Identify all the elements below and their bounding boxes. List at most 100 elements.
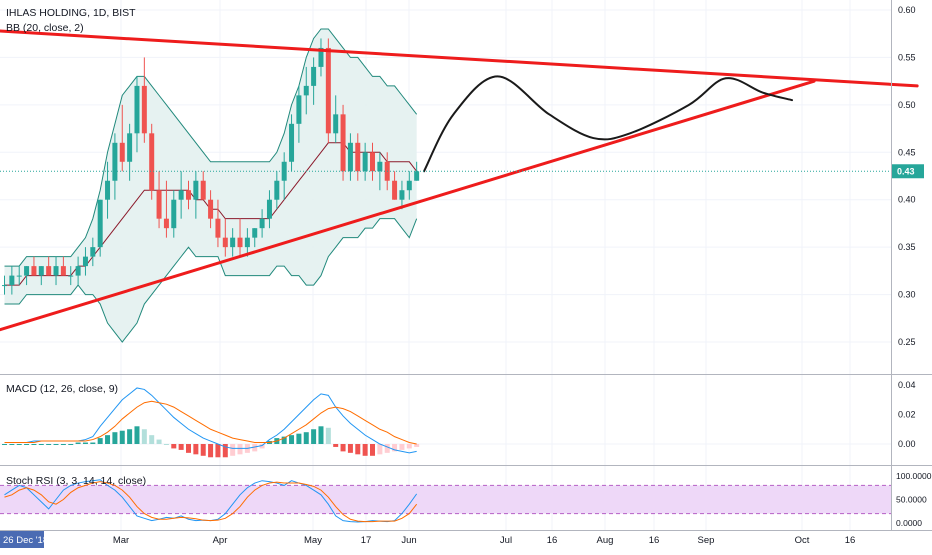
candle-body xyxy=(127,133,133,162)
macd-histogram-bar xyxy=(16,444,22,445)
candle-body xyxy=(318,47,324,67)
candle-body xyxy=(274,180,280,200)
candle-body xyxy=(414,171,420,181)
macd-histogram-bar xyxy=(222,444,228,458)
price-tick-label: 0.60 xyxy=(898,5,916,15)
macd-tick-label: 0.04 xyxy=(898,380,916,390)
macd-histogram-bar xyxy=(362,444,368,456)
candle-body xyxy=(119,142,125,162)
time-tick-label: Jul xyxy=(500,535,512,546)
macd-histogram-bar xyxy=(399,444,405,450)
candle-body xyxy=(97,199,103,248)
time-tick-label: Mar xyxy=(113,535,129,546)
macd-histogram-bar xyxy=(60,444,66,445)
candle-body xyxy=(370,152,375,172)
macd-pane xyxy=(0,387,891,458)
symbol-legend[interactable]: IHLAS HOLDING, 1D, BIST xyxy=(6,7,136,19)
macd-histogram-bar xyxy=(90,442,96,444)
macd-histogram-bar xyxy=(333,444,339,447)
candle-body xyxy=(38,266,44,276)
macd-histogram-bar xyxy=(370,444,375,456)
macd-histogram-bar xyxy=(230,444,236,456)
stoch-legend[interactable]: Stoch RSI (3, 3, 14, 14, close) xyxy=(6,475,146,487)
macd-histogram-bar xyxy=(259,444,265,449)
candle-body xyxy=(141,85,147,134)
macd-histogram-bar xyxy=(303,432,309,444)
projection-drawing[interactable] xyxy=(423,75,794,173)
candle-body xyxy=(178,190,184,200)
time-tick-label: Jun xyxy=(401,535,416,546)
candle-body xyxy=(16,275,22,277)
macd-histogram-bar xyxy=(105,435,111,444)
candle-body xyxy=(355,142,361,172)
time-tick-label: May xyxy=(304,535,322,546)
time-tick-label: 16 xyxy=(845,535,856,546)
candlestick-series xyxy=(2,38,420,295)
candle-body xyxy=(296,95,302,124)
macd-histogram-bar xyxy=(75,442,81,444)
macd-legend[interactable]: MACD (12, 26, close, 9) xyxy=(6,383,118,395)
candle-body xyxy=(237,237,243,248)
candle-body xyxy=(289,123,295,162)
candle-body xyxy=(311,66,317,86)
candle-body xyxy=(281,161,287,181)
macd-histogram-bar xyxy=(355,444,361,455)
candle-body xyxy=(333,114,339,134)
stoch-tick-label: 100.0000 xyxy=(896,471,932,481)
bb-fill xyxy=(4,28,417,342)
price-tick-label: 0.45 xyxy=(898,147,916,157)
trendline-drawings[interactable] xyxy=(0,29,919,332)
candle-body xyxy=(266,199,272,219)
candle-body xyxy=(156,190,162,219)
candle-body xyxy=(406,180,412,191)
candle-body xyxy=(186,190,191,200)
price-tick-label: 0.40 xyxy=(898,195,916,205)
candle-body xyxy=(105,180,111,200)
candle-body xyxy=(68,275,74,277)
macd-histogram-bar xyxy=(9,444,15,445)
macd-histogram-bar xyxy=(193,444,199,455)
trendline xyxy=(0,79,816,332)
macd-histogram-bar xyxy=(200,444,206,456)
candle-body xyxy=(163,218,169,229)
candle-body xyxy=(112,142,118,181)
macd-histogram-bar xyxy=(149,435,155,444)
macd-histogram-bar xyxy=(112,432,118,444)
candle-body xyxy=(244,237,250,248)
macd-histogram-bar xyxy=(38,444,44,445)
candle-body xyxy=(46,266,52,276)
candle-body xyxy=(208,199,214,219)
macd-histogram-bar xyxy=(156,439,162,444)
price-tick-label: 0.55 xyxy=(898,52,916,62)
candle-body xyxy=(60,266,66,276)
macd-histogram-bar xyxy=(134,426,140,444)
bb-legend[interactable]: BB (20, close, 2) xyxy=(6,22,84,34)
macd-histogram-bar xyxy=(127,429,133,444)
macd-signal-line xyxy=(4,400,417,445)
stoch-tick-label: 50.0000 xyxy=(896,495,927,505)
stoch-d-line xyxy=(4,481,418,523)
macd-histogram-bar xyxy=(68,444,74,445)
macd-histogram-bar xyxy=(340,444,346,452)
axis-labels: 0.60 0.55 0.50 0.45 0.40 0.35 0.30 0.25 0.04 0.02… xyxy=(113,5,932,546)
candle-body xyxy=(347,142,353,172)
candle-body xyxy=(392,180,398,200)
price-tick-label: 0.35 xyxy=(898,242,916,252)
time-tick-label: Sep xyxy=(698,535,715,546)
macd-histogram-bar xyxy=(53,444,59,445)
candle-body xyxy=(90,247,96,257)
macd-histogram-bar xyxy=(347,444,353,453)
macd-histogram-bar xyxy=(24,444,30,445)
macd-histogram-bar xyxy=(325,427,331,444)
macd-histogram-bar xyxy=(237,444,243,455)
candle-body xyxy=(31,266,37,276)
candle-body xyxy=(9,275,15,286)
macd-histogram-bar xyxy=(141,429,147,444)
last-price-label: 0.43 xyxy=(892,164,924,179)
candle-body xyxy=(24,266,30,276)
last-price-value: 0.43 xyxy=(897,166,915,176)
candle-body xyxy=(171,199,177,229)
stoch-rsi-pane xyxy=(4,479,418,523)
